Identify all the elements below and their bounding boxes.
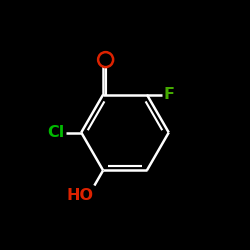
Text: HO: HO bbox=[66, 188, 93, 203]
Text: F: F bbox=[163, 87, 174, 102]
Circle shape bbox=[98, 52, 113, 67]
Text: Cl: Cl bbox=[48, 125, 65, 140]
